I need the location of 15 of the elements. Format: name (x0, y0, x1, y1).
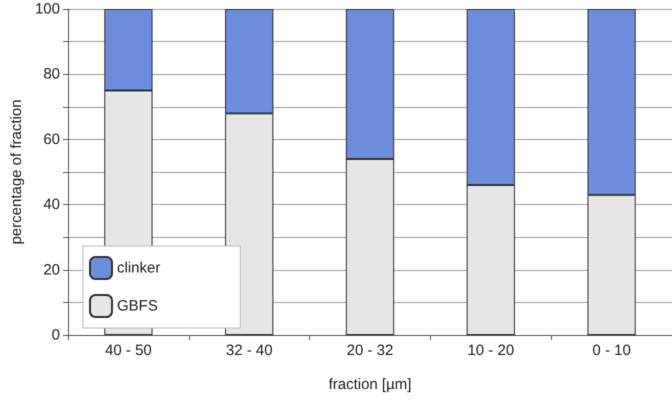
legend-label: GBFS (117, 298, 158, 314)
y-tick-label: 40 (43, 196, 60, 214)
x-tick-label: 40 - 50 (105, 342, 152, 359)
x-tick-label: 20 - 32 (346, 342, 394, 359)
x-tick-label: 0 - 10 (592, 342, 631, 359)
x-axis-title: fraction [µm] (328, 376, 412, 393)
x-tick-label: 10 - 20 (467, 342, 514, 359)
legend-label: clinker (117, 260, 160, 276)
y-tick-label: 60 (43, 130, 60, 148)
y-tick-label: 80 (43, 66, 60, 83)
y-tick-label: 20 (43, 261, 60, 278)
y-axis-title: percentage of fraction (8, 99, 26, 245)
y-tick-label: 0 (52, 326, 60, 344)
y-tick-label: 100 (34, 0, 60, 18)
x-tick-label: 32 - 40 (226, 342, 273, 359)
